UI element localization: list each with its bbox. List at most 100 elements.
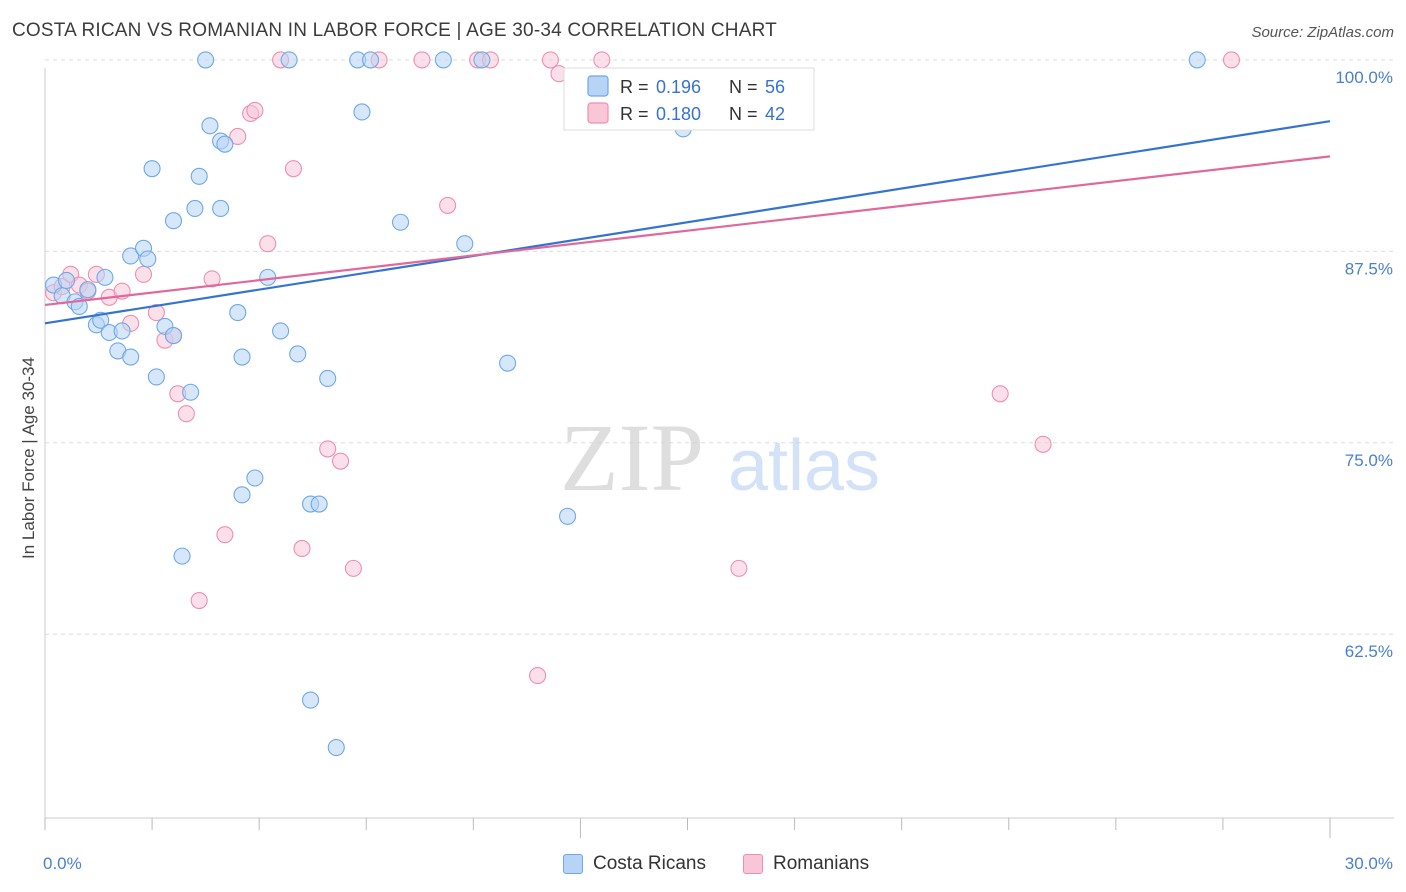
point-costa-rican xyxy=(302,691,320,709)
point-romanian xyxy=(319,440,337,458)
y-tick-label: 100.0% xyxy=(1335,68,1393,87)
point-costa-rican xyxy=(122,348,140,366)
legend-n-value-pink: 42 xyxy=(765,104,785,124)
legend-label-costa-ricans: Costa Ricans xyxy=(593,853,706,874)
point-costa-rican xyxy=(173,547,191,565)
point-costa-rican xyxy=(499,354,517,372)
y-tick-label: 62.5% xyxy=(1345,642,1393,661)
point-costa-rican xyxy=(57,271,75,289)
point-costa-rican xyxy=(456,235,474,253)
legend-r-value-pink: 0.180 xyxy=(656,104,701,124)
point-costa-rican xyxy=(201,117,219,135)
point-costa-rican xyxy=(182,383,200,401)
point-costa-rican xyxy=(233,486,251,504)
point-costa-rican xyxy=(289,345,307,363)
point-costa-rican xyxy=(216,135,234,153)
legend-n-value-blue: 56 xyxy=(765,77,785,97)
legend-n-label-pink: N = xyxy=(729,104,758,124)
point-costa-rican xyxy=(233,348,251,366)
point-costa-rican xyxy=(197,51,215,69)
point-costa-rican xyxy=(272,322,290,340)
point-costa-rican xyxy=(229,304,247,322)
point-costa-rican xyxy=(212,199,230,218)
point-romanian xyxy=(413,51,431,69)
point-costa-rican xyxy=(280,51,298,69)
point-costa-rican xyxy=(473,51,491,69)
x-tick-label: 0.0% xyxy=(43,854,82,873)
grid xyxy=(45,59,1394,635)
point-romanian xyxy=(229,127,247,146)
point-costa-rican xyxy=(319,369,337,388)
trend-line-romanians xyxy=(44,155,1331,307)
point-romanian xyxy=(284,160,302,178)
point-costa-rican xyxy=(96,268,114,286)
point-costa-rican xyxy=(190,167,208,185)
y-tick-label: 75.0% xyxy=(1345,451,1393,470)
point-romanian xyxy=(293,539,311,558)
point-costa-rican xyxy=(1188,51,1206,69)
legend-swatch-blue xyxy=(587,75,609,97)
point-costa-rican xyxy=(113,322,131,340)
point-romanian xyxy=(259,235,277,253)
chart-title: COSTA RICAN VS ROMANIAN IN LABOR FORCE |… xyxy=(12,20,777,41)
watermark: ZIP atlas xyxy=(560,404,880,511)
point-costa-rican xyxy=(79,281,97,299)
watermark-atlas: atlas xyxy=(728,426,880,506)
point-romanian xyxy=(344,559,362,577)
point-romanian xyxy=(246,101,264,119)
y-tick-labels: 100.0% 87.5% 75.0% 62.5% xyxy=(1335,68,1393,661)
trend-lines xyxy=(44,120,1331,325)
point-costa-rican xyxy=(147,368,165,386)
point-romanian xyxy=(1222,51,1241,69)
point-costa-rican xyxy=(186,199,204,218)
point-costa-rican xyxy=(164,327,183,345)
x-tick-label: 30.0% xyxy=(1345,854,1393,873)
point-costa-rican xyxy=(434,51,452,69)
watermark-zip: ZIP xyxy=(560,404,704,511)
legend-r-label-pink: R = xyxy=(620,104,649,124)
legend-item-costa-ricans: Costa Ricans xyxy=(563,853,706,875)
point-costa-rican xyxy=(310,495,328,513)
point-costa-rican xyxy=(259,268,277,286)
legend-stats: R = 0.196 N = 56 R = 0.180 N = 42 xyxy=(563,67,815,131)
x-tick-labels: 0.0% 30.0% xyxy=(43,854,1393,873)
legend-item-romanians: Romanians xyxy=(743,853,869,875)
legend-series: Costa Ricans Romanians xyxy=(0,850,1406,880)
series-costa-ricans xyxy=(45,51,1206,757)
point-costa-rican xyxy=(391,213,410,231)
point-costa-rican xyxy=(139,250,157,268)
point-romanian xyxy=(439,196,457,214)
point-costa-rican xyxy=(353,103,371,121)
point-romanian xyxy=(331,452,350,470)
point-costa-rican xyxy=(122,247,140,265)
point-romanian xyxy=(991,385,1009,403)
legend-r-label-blue: R = xyxy=(620,77,649,97)
point-romanian xyxy=(593,51,611,69)
point-costa-rican xyxy=(327,739,345,757)
legend-swatch-romanians xyxy=(743,854,763,874)
point-romanian xyxy=(216,526,234,544)
point-romanian xyxy=(203,270,221,288)
y-axis-label: In Labor Force | Age 30-34 xyxy=(19,357,38,559)
point-romanian xyxy=(541,51,559,69)
point-costa-rican xyxy=(361,51,380,69)
point-romanian xyxy=(1034,435,1052,453)
point-romanian xyxy=(190,591,208,610)
axes xyxy=(44,68,1394,838)
source-label: Source: ZipAtlas.com xyxy=(1251,24,1394,41)
y-tick-label: 87.5% xyxy=(1345,259,1393,278)
point-romanian xyxy=(529,667,547,685)
legend-swatch-pink xyxy=(587,102,609,124)
legend-n-label-blue: N = xyxy=(729,77,758,97)
point-costa-rican xyxy=(246,469,264,487)
point-romanian xyxy=(134,265,153,283)
point-romanian xyxy=(177,405,195,423)
legend-label-romanians: Romanians xyxy=(773,853,870,874)
point-costa-rican xyxy=(164,212,183,230)
legend-swatch-costa-ricans xyxy=(563,854,583,874)
trend-line-costa-ricans xyxy=(44,120,1331,325)
legend-r-value-blue: 0.196 xyxy=(656,77,701,97)
point-costa-rican xyxy=(559,507,577,525)
point-romanian xyxy=(147,304,165,322)
